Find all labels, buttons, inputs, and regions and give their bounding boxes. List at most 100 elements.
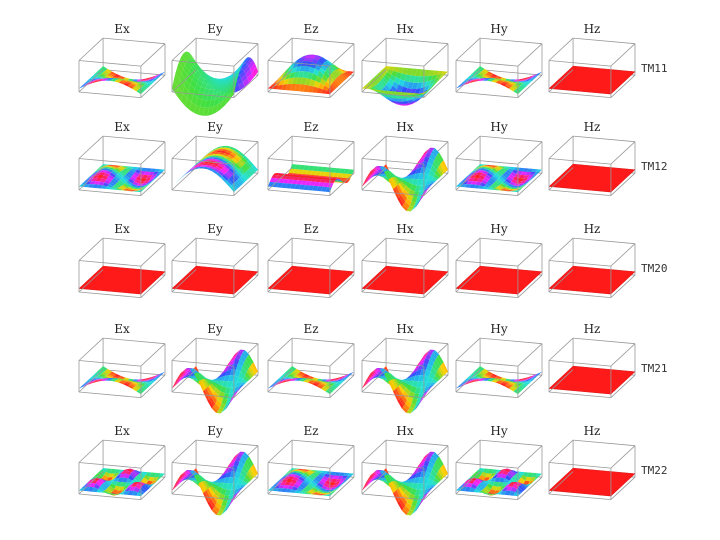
surface-patch (103, 76, 110, 79)
box-edge (171, 91, 234, 98)
surface-patch (273, 381, 280, 384)
surface-patch (388, 380, 395, 392)
surface-patch (523, 174, 530, 179)
surface-patch (409, 477, 416, 483)
surface-patch (424, 471, 431, 479)
surface-patch (180, 478, 187, 483)
surface-patch (498, 470, 505, 475)
surface-patch (104, 78, 111, 79)
surface-patch (401, 92, 408, 96)
surface-patch (405, 400, 412, 408)
surface-patch (221, 167, 228, 174)
surface-patch (199, 162, 206, 165)
box-edge (423, 243, 449, 267)
surface-patch (341, 375, 348, 379)
surface-patch (237, 160, 244, 167)
surface-patch (206, 151, 214, 156)
surface-patch (489, 375, 497, 379)
box-edge (78, 493, 141, 500)
box-edge (196, 439, 259, 447)
surface-patch (418, 375, 425, 382)
surface-patch (190, 58, 197, 65)
surface-patch (93, 379, 101, 382)
surface-patch (307, 57, 314, 63)
surface-patch (389, 372, 396, 379)
surface-patch (395, 103, 402, 106)
surface-patch (311, 178, 318, 182)
surface-patch (132, 478, 139, 484)
surface-patch (85, 379, 93, 383)
surface-patch (523, 484, 530, 487)
surface-patch (304, 65, 311, 73)
surface-patch (128, 468, 136, 471)
surface-patch (104, 370, 111, 375)
surface-patch (113, 473, 121, 480)
surface-patch (312, 494, 319, 496)
box-edge (361, 439, 387, 463)
surface-patch (199, 155, 206, 161)
surface-patch (341, 173, 348, 178)
surface-patch (290, 468, 297, 470)
surface-patch (284, 73, 291, 80)
surface-patch (468, 375, 475, 378)
surface-patch (525, 476, 532, 482)
surface-patch (180, 376, 187, 381)
surface-patch (322, 381, 329, 382)
surface-patch (150, 177, 157, 183)
surface-patch (526, 377, 533, 381)
surface-patch (222, 506, 229, 514)
surface-patch (524, 178, 531, 183)
surface-patch (293, 378, 300, 379)
surface-patch (509, 181, 516, 186)
box-edge (455, 369, 481, 393)
surface-patch (383, 74, 390, 82)
surface-patch (488, 481, 495, 486)
surface-patch (334, 472, 341, 476)
surface-patch (93, 483, 101, 490)
box-edge (171, 269, 197, 293)
surface-patch (93, 79, 100, 81)
surface-patch (296, 61, 304, 67)
surface-patch (114, 73, 121, 78)
surface-patch (215, 486, 223, 494)
surface-patch (322, 62, 329, 69)
surface-patch (287, 378, 294, 381)
surface-patch (234, 349, 241, 356)
surface-patch (402, 101, 409, 104)
surface-patch (242, 64, 249, 72)
surface-patch (308, 475, 315, 481)
surface-patch (154, 373, 161, 377)
surface-patch (378, 479, 385, 483)
surface-patch (522, 472, 529, 477)
surface-patch (241, 57, 248, 65)
surface-patch (185, 51, 192, 59)
surface-patch (425, 382, 432, 388)
surface-patch (510, 470, 517, 475)
surface-patch (132, 87, 139, 92)
surface-patch (206, 76, 213, 80)
surface-patch (334, 380, 341, 382)
surface-patch (146, 82, 153, 85)
surface-patch (92, 380, 99, 384)
box-edge (103, 369, 166, 376)
box-edge (455, 260, 518, 267)
surface-patch (110, 71, 117, 76)
surface-patch (527, 472, 534, 478)
surface-patch (306, 72, 313, 80)
surface-patch (488, 494, 495, 496)
box-edge (78, 167, 104, 191)
surface-patch (297, 169, 304, 174)
surface-patch (498, 487, 505, 493)
surface-patch (119, 78, 126, 80)
surface-patch (317, 71, 324, 79)
box-edge (455, 269, 481, 293)
surface-patch (103, 481, 110, 488)
surface-patch (96, 472, 103, 480)
surface-patch (515, 180, 522, 184)
surface-patch (504, 166, 512, 169)
surface-patch (132, 387, 139, 392)
surface-patch (105, 492, 112, 495)
surface-patch (509, 478, 516, 484)
surface-patch (512, 84, 519, 89)
surface-patch (316, 166, 324, 172)
